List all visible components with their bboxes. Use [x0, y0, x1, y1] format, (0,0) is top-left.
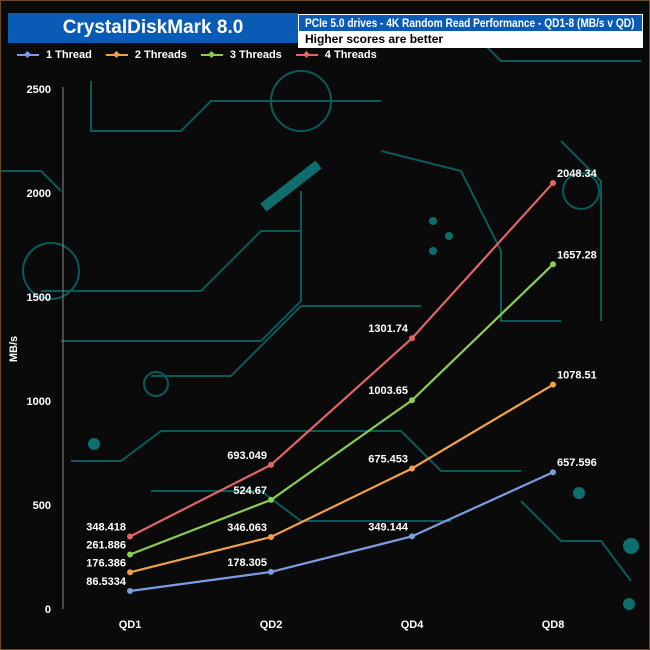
- y-tick-label: 2500: [27, 84, 51, 96]
- data-point: [268, 534, 274, 541]
- y-tick-label: 1500: [27, 292, 51, 304]
- subtitle-box: PCIe 5.0 drives - 4K Random Read Perform…: [298, 14, 643, 48]
- series-4: 348.418 693.049 1301.74 2048.34: [86, 168, 598, 540]
- x-tick-label: QD4: [401, 619, 425, 631]
- data-point: [409, 335, 415, 342]
- series-line: [129, 182, 554, 538]
- data-label: 346.063: [227, 522, 267, 534]
- legend-label: 3 Threads: [229, 49, 282, 61]
- data-label: 1657.28: [557, 249, 597, 261]
- legend-label: 2 Threads: [134, 49, 187, 61]
- data-label: 2048.34: [557, 168, 598, 180]
- y-tick-label: 500: [33, 500, 51, 512]
- legend-swatch: [105, 54, 128, 56]
- data-point: [409, 397, 415, 404]
- y-tick-label: 2000: [27, 188, 51, 200]
- app-title: CrystalDiskMark 8.0: [62, 17, 244, 38]
- data-point: [409, 465, 415, 472]
- data-point: [550, 469, 556, 476]
- data-label: 1078.51: [557, 370, 597, 382]
- data-label: 348.418: [86, 522, 126, 534]
- data-point: [409, 533, 415, 540]
- data-label: 176.386: [86, 557, 126, 569]
- data-label: 675.453: [368, 454, 408, 466]
- data-point: [127, 569, 133, 576]
- data-label: 693.049: [227, 450, 267, 462]
- data-point: [127, 533, 133, 540]
- data-label: 261.886: [86, 540, 126, 552]
- legend-label: 1 Thread: [46, 49, 92, 61]
- data-label: 178.305: [227, 557, 267, 569]
- data-point: [268, 461, 274, 468]
- data-label: 524.67: [233, 485, 267, 497]
- data-point: [550, 261, 556, 268]
- series-2: 176.386 346.063 675.453 1078.51: [86, 370, 597, 576]
- legend-swatch: [295, 54, 318, 56]
- legend-item-4-threads: 4 Threads: [295, 49, 377, 61]
- y-tick-label: 1000: [27, 396, 51, 408]
- legend-item-2-threads: 2 Threads: [105, 49, 187, 61]
- data-label: 657.596: [557, 457, 597, 469]
- series-1: 86.5334 178.305 349.144 657.596: [86, 457, 597, 595]
- data-point: [127, 588, 133, 595]
- x-tick-label: QD8: [542, 619, 565, 631]
- data-label: 1003.65: [368, 385, 408, 397]
- series-line: [129, 383, 554, 574]
- series-line: [129, 471, 554, 593]
- y-tick-label: 0: [45, 604, 51, 616]
- x-tick-label: QD2: [260, 619, 283, 631]
- legend-swatch: [200, 54, 223, 56]
- data-point: [268, 568, 274, 575]
- legend-item-1-thread: 1 Thread: [17, 49, 92, 61]
- chart-subtitle-row: PCIe 5.0 drives - 4K Random Read Perform…: [299, 15, 642, 31]
- data-point: [268, 496, 274, 503]
- data-label: 349.144: [368, 521, 409, 533]
- app-title-box: CrystalDiskMark 8.0: [8, 13, 298, 43]
- data-label: 1301.74: [368, 323, 409, 335]
- chart-note: Higher scores are better: [305, 32, 444, 46]
- series-line: [129, 263, 554, 556]
- chart-subtitle: PCIe 5.0 drives - 4K Random Read Perform…: [305, 16, 635, 30]
- chart-note-row: Higher scores are better: [299, 31, 642, 47]
- data-point: [550, 381, 556, 388]
- data-point: [550, 179, 556, 186]
- legend-label: 4 Threads: [324, 49, 377, 61]
- y-axis-title: MB/s: [8, 336, 20, 362]
- data-point: [127, 551, 133, 558]
- legend-swatch: [17, 54, 39, 56]
- series-3: 261.886 524.67 1003.65 1657.28: [86, 249, 597, 558]
- x-tick-label: QD1: [119, 619, 142, 631]
- legend-item-3-threads: 3 Threads: [200, 49, 282, 61]
- data-label: 86.5334: [86, 576, 127, 588]
- legend: 1 Thread 2 Threads 3 Threads 4 Threads: [17, 49, 377, 61]
